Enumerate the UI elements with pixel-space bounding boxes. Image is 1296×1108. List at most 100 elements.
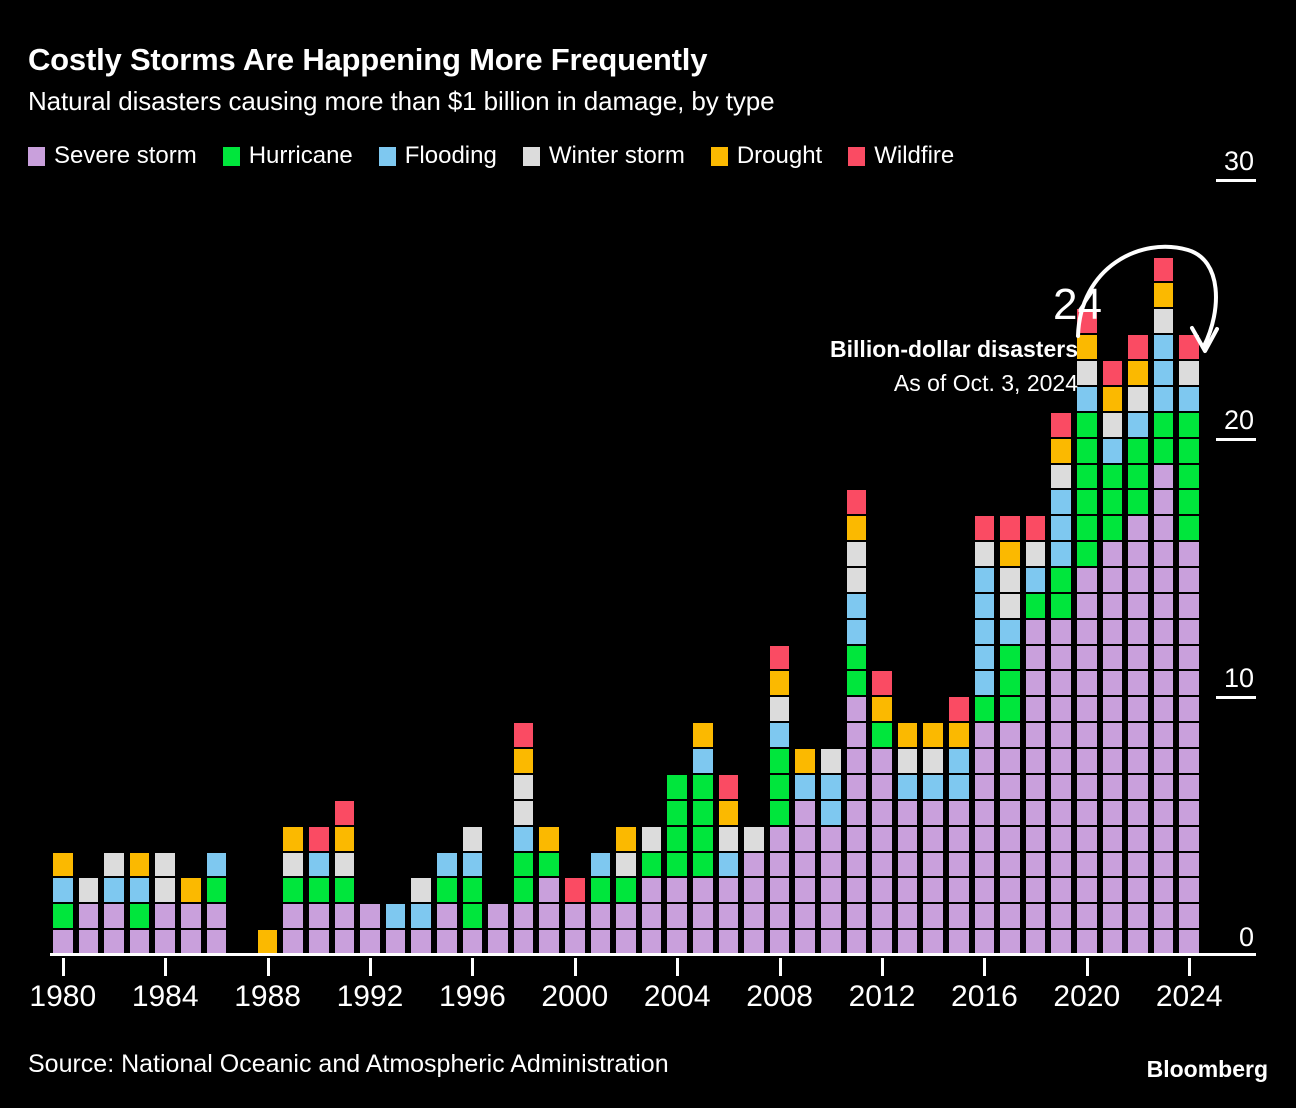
legend-label-wildfire: Wildfire	[874, 142, 955, 169]
cell-1995-severe-storm	[436, 929, 458, 955]
bar-2001[interactable]	[589, 851, 612, 955]
cell-2020-severe-storm	[1076, 851, 1098, 878]
cell-2022-severe-storm	[1127, 670, 1149, 697]
bar-1992[interactable]	[359, 903, 381, 955]
cell-1983-hurricane	[128, 903, 151, 930]
bar-2015[interactable]	[948, 696, 970, 955]
bar-2010[interactable]	[820, 748, 842, 955]
bar-2016[interactable]	[973, 515, 996, 955]
bar-2019[interactable]	[1050, 411, 1072, 955]
cell-2020-severe-storm	[1076, 773, 1098, 800]
cell-2012-severe-storm	[871, 799, 893, 826]
cell-2024-wildfire	[1178, 334, 1200, 361]
cell-2017-severe-storm	[999, 929, 1021, 955]
cell-2020-severe-storm	[1076, 722, 1098, 749]
bar-2007[interactable]	[743, 825, 765, 955]
bar-2004[interactable]	[666, 773, 688, 955]
cell-2009-drought	[794, 748, 816, 774]
y-tick-line-30	[1216, 179, 1256, 182]
cell-1998-flooding	[512, 825, 535, 852]
cell-2011-severe-storm	[845, 825, 868, 852]
bar-1984[interactable]	[154, 851, 176, 955]
x-tick-2012	[881, 958, 884, 976]
bar-1999[interactable]	[538, 825, 560, 955]
bar-2020[interactable]	[1076, 308, 1098, 955]
cell-2019-severe-storm	[1050, 748, 1072, 774]
bar-1995[interactable]	[436, 851, 458, 955]
bar-1985[interactable]	[180, 877, 202, 955]
bar-1981[interactable]	[77, 877, 100, 955]
legend-item-winter_storm[interactable]: Winter storm	[522, 142, 685, 170]
legend-item-drought[interactable]: Drought	[710, 142, 822, 170]
cell-2023-wildfire	[1152, 256, 1175, 283]
cell-1986-hurricane	[205, 877, 228, 904]
bar-2002[interactable]	[615, 825, 637, 955]
bar-1991[interactable]	[333, 799, 356, 955]
cell-2011-flooding	[845, 618, 868, 645]
cell-2002-hurricane	[615, 877, 637, 904]
cell-2016-severe-storm	[973, 748, 996, 774]
legend-item-hurricane[interactable]: Hurricane	[222, 142, 353, 170]
bar-1994[interactable]	[410, 877, 432, 955]
bar-2013[interactable]	[896, 722, 919, 955]
bar-2006[interactable]	[717, 773, 740, 955]
bar-2012[interactable]	[871, 670, 893, 955]
cell-2023-severe-storm	[1152, 748, 1175, 774]
legend-label-flooding: Flooding	[404, 142, 497, 169]
bar-2024[interactable]	[1178, 334, 1200, 955]
cell-2018-severe-storm	[1024, 722, 1047, 749]
bar-1989[interactable]	[282, 825, 304, 955]
cell-2013-drought	[896, 722, 919, 749]
cell-2024-severe-storm	[1178, 618, 1200, 645]
bar-2005[interactable]	[692, 722, 714, 955]
cell-2022-severe-storm	[1127, 567, 1149, 593]
legend-item-severe_storm[interactable]: Severe storm	[28, 142, 197, 170]
bar-2017[interactable]	[999, 515, 1021, 955]
legend-swatch-flooding	[378, 146, 396, 166]
bar-1986[interactable]	[205, 851, 228, 955]
cell-2023-severe-storm	[1152, 696, 1175, 723]
cell-2019-severe-storm	[1050, 877, 1072, 904]
cell-2023-winter-storm	[1152, 308, 1175, 335]
bar-1997[interactable]	[487, 903, 509, 955]
bar-1998[interactable]	[512, 722, 535, 955]
cell-2020-severe-storm	[1076, 592, 1098, 619]
cell-1999-severe-storm	[538, 903, 560, 930]
bar-1980[interactable]	[52, 851, 74, 955]
cell-2019-flooding	[1050, 541, 1072, 567]
bar-2000[interactable]	[564, 877, 586, 955]
bar-2014[interactable]	[922, 722, 944, 955]
bar-2018[interactable]	[1024, 515, 1047, 955]
bar-2021[interactable]	[1101, 360, 1124, 955]
cell-2003-winter-storm	[640, 825, 663, 852]
bar-1988[interactable]	[256, 929, 279, 955]
bar-1982[interactable]	[103, 851, 125, 955]
cell-2021-severe-storm	[1101, 592, 1124, 619]
x-tick-1992	[369, 958, 372, 976]
cell-2016-flooding	[973, 644, 996, 671]
bar-1983[interactable]	[128, 851, 151, 955]
cell-2013-flooding	[896, 773, 919, 800]
cell-2011-winter-storm	[845, 567, 868, 593]
bar-2023[interactable]	[1152, 256, 1175, 955]
cell-2017-severe-storm	[999, 903, 1021, 930]
bar-1990[interactable]	[308, 825, 330, 955]
bar-2022[interactable]	[1127, 334, 1149, 955]
bar-1993[interactable]	[384, 903, 407, 955]
cell-2011-hurricane	[845, 644, 868, 671]
cell-2019-drought	[1050, 437, 1072, 464]
bar-2003[interactable]	[640, 825, 663, 955]
bar-1996[interactable]	[461, 825, 484, 955]
cell-2018-severe-storm	[1024, 825, 1047, 852]
bar-2008[interactable]	[768, 644, 791, 955]
bar-2009[interactable]	[794, 748, 816, 955]
bar-2011[interactable]	[845, 489, 868, 955]
cell-2011-severe-storm	[845, 696, 868, 723]
legend-label-hurricane: Hurricane	[248, 142, 353, 169]
legend-item-wildfire[interactable]: Wildfire	[848, 142, 954, 170]
cell-2021-flooding	[1101, 437, 1124, 464]
cell-2022-flooding	[1127, 411, 1149, 438]
cell-2008-severe-storm	[768, 851, 791, 878]
legend-item-flooding[interactable]: Flooding	[378, 142, 497, 170]
cell-2015-wildfire	[948, 696, 970, 723]
